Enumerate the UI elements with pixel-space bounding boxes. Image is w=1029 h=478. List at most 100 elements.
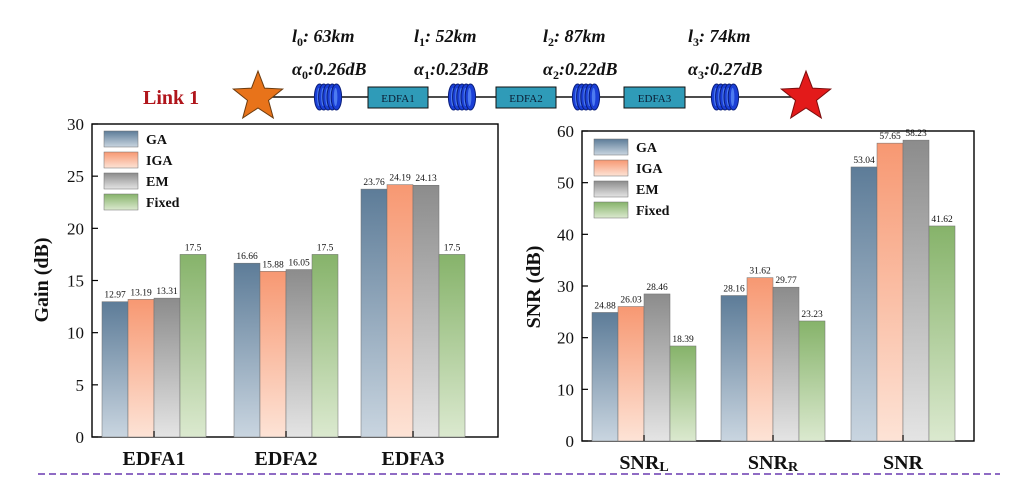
bar-iga-1 xyxy=(259,271,287,438)
bar-value-label: 18.39 xyxy=(672,335,694,345)
bar-ga-1 xyxy=(233,262,261,438)
fiber-coil-icon xyxy=(710,83,740,111)
bar-value-label: 28.16 xyxy=(723,285,745,295)
bar-value-label: 17.5 xyxy=(444,243,461,253)
bar-value-label: 29.77 xyxy=(775,276,797,286)
y-tick-label: 0 xyxy=(76,428,85,447)
bar-value-label: 12.97 xyxy=(104,291,126,301)
amplifier-1: EDFA1 xyxy=(367,86,429,109)
legend-label: GA xyxy=(146,133,168,148)
y-tick-label: 10 xyxy=(557,380,574,399)
y-tick-label: 50 xyxy=(557,174,574,193)
x-category-label: EDFA3 xyxy=(382,448,445,470)
bar-ga-0 xyxy=(591,312,619,442)
y-tick-label: 5 xyxy=(76,376,85,395)
bar-value-label: 28.46 xyxy=(646,283,668,293)
gain-bars: 12.97 16.66 23.76 13.19 15.88 24.19 13.31 16.05… xyxy=(101,174,466,438)
legend-label: Fixed xyxy=(636,204,670,219)
legend-label: IGA xyxy=(146,154,173,169)
bar-em-2 xyxy=(902,139,930,442)
bar-value-label: 24.88 xyxy=(594,301,616,311)
bar-em-1 xyxy=(772,286,800,442)
bar-fixed-2 xyxy=(928,225,956,442)
amplifier-label: EDFA1 xyxy=(381,93,414,105)
span-attenuation: α3:0.27dB xyxy=(688,59,762,82)
x-category-label: SNRL xyxy=(619,452,668,475)
start-star-icon xyxy=(231,69,285,120)
bar-fixed-0 xyxy=(179,254,207,438)
gain-x-axis: EDFA1 EDFA2 EDFA3 xyxy=(123,431,445,470)
bar-fixed-0 xyxy=(669,345,697,442)
bar-value-label: 58.23 xyxy=(905,129,927,139)
span-length: l1: 52km xyxy=(414,26,477,49)
bar-value-label: 16.05 xyxy=(288,259,310,269)
end-star-icon xyxy=(779,69,833,120)
bar-value-label: 57.65 xyxy=(879,132,901,142)
snr-bars: 24.88 28.16 53.04 26.03 31.62 57.65 28.46 29.77… xyxy=(591,129,956,442)
fiber-coil-icon xyxy=(447,83,477,111)
x-category-label: SNR xyxy=(883,452,924,474)
bar-value-label: 17.5 xyxy=(317,243,334,253)
link-diagram: Link 1 EDFA1 EDFA2 EDFA3 l0: 63km α0:0.26dB… xyxy=(143,26,833,120)
fiber-coil-icon xyxy=(313,83,343,111)
y-tick-label: 30 xyxy=(557,277,574,296)
legend-swatch xyxy=(593,180,629,198)
legend-label: EM xyxy=(146,175,169,190)
y-tick-label: 10 xyxy=(67,324,84,343)
bar-value-label: 17.5 xyxy=(185,243,202,253)
x-category-label: EDFA1 xyxy=(123,448,186,470)
legend-swatch xyxy=(103,130,139,148)
span-length: l2: 87km xyxy=(543,26,606,49)
span-label-2: l2: 87km α2:0.22dB xyxy=(543,26,617,82)
legend-swatch xyxy=(593,138,629,156)
snr-y-axis: 0 10 20 30 40 50 60 xyxy=(557,122,588,451)
legend-swatch xyxy=(103,172,139,190)
bar-fixed-1 xyxy=(798,320,826,442)
y-tick-label: 20 xyxy=(67,219,84,238)
legend-swatch xyxy=(103,193,139,211)
span-label-1: l1: 52km α1:0.23dB xyxy=(414,26,488,82)
gain-y-axis: 0 5 10 15 20 25 30 xyxy=(67,115,98,447)
bar-fixed-2 xyxy=(438,254,466,438)
span-length: l3: 74km xyxy=(688,26,751,49)
amplifier-label: EDFA2 xyxy=(509,93,542,105)
bar-iga-0 xyxy=(127,299,155,438)
span-attenuation: α1:0.23dB xyxy=(414,59,488,82)
gain-legend: GA IGA EM Fixed xyxy=(103,130,180,211)
y-tick-label: 20 xyxy=(557,329,574,348)
bar-ga-0 xyxy=(101,301,129,438)
bar-value-label: 13.31 xyxy=(156,287,178,297)
bar-value-label: 41.62 xyxy=(931,215,953,225)
snr-chart: 0 10 20 30 40 50 60 24.88 28.16 53.04 26.03 31.62 5… xyxy=(523,122,975,475)
bar-iga-0 xyxy=(617,306,645,442)
snr-x-axis: SNRL SNRR SNR xyxy=(619,435,924,475)
span-attenuation: α0:0.26dB xyxy=(292,59,366,82)
bar-value-label: 23.23 xyxy=(801,310,823,320)
legend-swatch xyxy=(593,201,629,219)
gain-chart: 0 5 10 15 20 25 30 12.97 16.66 23.76 13.19 15.88 24… xyxy=(31,115,499,470)
bar-iga-2 xyxy=(386,184,414,438)
snr-legend: GA IGA EM Fixed xyxy=(593,138,670,219)
span-label-3: l3: 74km α3:0.27dB xyxy=(688,26,762,82)
y-tick-label: 0 xyxy=(566,432,575,451)
bar-em-0 xyxy=(643,293,671,442)
bar-value-label: 53.04 xyxy=(853,156,875,166)
legend-label: GA xyxy=(636,141,658,156)
amplifier-boxes: EDFA1 EDFA2 EDFA3 xyxy=(367,86,686,109)
y-tick-label: 30 xyxy=(67,115,84,134)
y-tick-label: 15 xyxy=(67,272,84,291)
legend-label: Fixed xyxy=(146,196,180,211)
x-category-label: EDFA2 xyxy=(255,448,318,470)
bar-value-label: 24.19 xyxy=(389,174,411,184)
y-tick-label: 60 xyxy=(557,122,574,141)
span-label-0: l0: 63km α0:0.26dB xyxy=(292,26,366,82)
bar-em-2 xyxy=(412,184,440,438)
bar-fixed-1 xyxy=(311,254,339,438)
bar-em-0 xyxy=(153,297,181,438)
y-tick-label: 40 xyxy=(557,225,574,244)
span-labels: l0: 63km α0:0.26dB l1: 52km α1:0.23dB l2: 87… xyxy=(292,26,762,82)
x-category-label: SNRR xyxy=(748,452,799,475)
y-tick-label: 25 xyxy=(67,167,84,186)
legend-swatch xyxy=(103,151,139,169)
bar-value-label: 16.66 xyxy=(236,252,258,262)
